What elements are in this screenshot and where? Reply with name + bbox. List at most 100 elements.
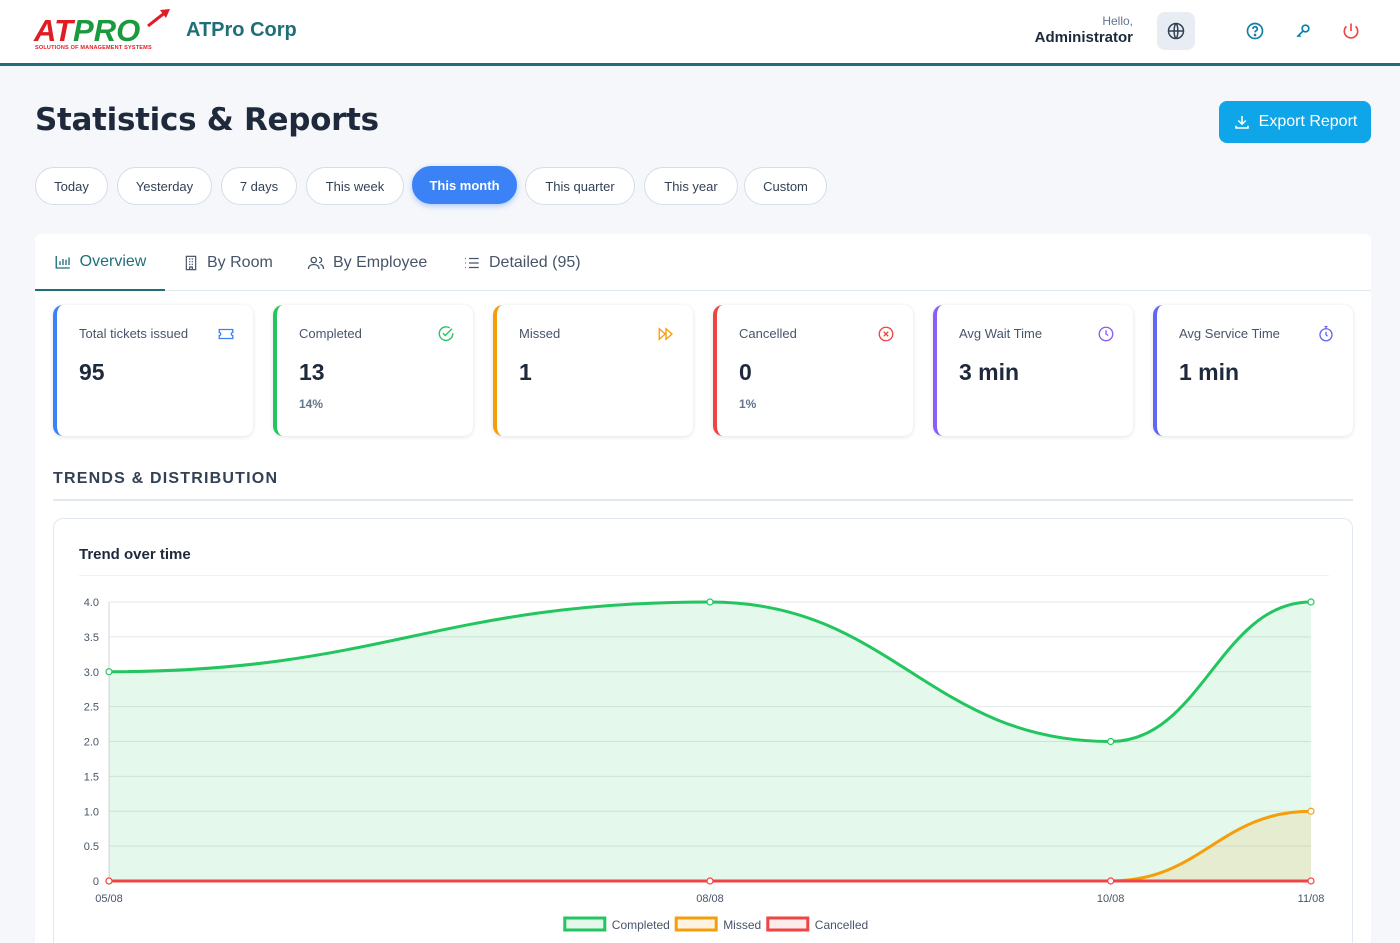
globe-icon (1167, 22, 1185, 40)
range-yesterday[interactable]: Yesterday (117, 167, 212, 205)
stopwatch-icon (1319, 325, 1333, 342)
power-icon (1343, 23, 1359, 39)
tab-by-room[interactable]: By Room (183, 234, 273, 291)
page-title: Statistics & Reports (35, 102, 379, 138)
stat-percent: 1% (739, 397, 757, 411)
key-icon (1296, 24, 1310, 38)
y-tick-label: 4.0 (84, 597, 99, 609)
range-7-days[interactable]: 7 days (221, 167, 297, 205)
building-icon (185, 255, 197, 270)
logo-arrow-icon (147, 9, 170, 28)
chart-title: Trend over time (79, 546, 191, 563)
stat-label: Cancelled (739, 326, 797, 341)
clock-icon (1098, 326, 1114, 342)
data-point-cancelled (1107, 877, 1115, 885)
stat-label: Total tickets issued (79, 326, 189, 341)
report-tabs: Overview By Room By Employee Detailed (9… (35, 234, 1371, 291)
legend-swatch-missed (674, 916, 718, 932)
data-point-completed (1107, 737, 1115, 746)
help-icon (1246, 22, 1264, 40)
users-icon (307, 256, 325, 269)
y-tick-label: 3.0 (84, 667, 99, 679)
list-icon (465, 257, 479, 268)
series-line-completed (108, 600, 1312, 744)
y-tick-label: 2.0 (84, 737, 99, 749)
tab-detailed[interactable]: Detailed (95) (463, 234, 581, 291)
check-circle-icon (438, 326, 454, 342)
y-tick-label: 2.5 (84, 702, 99, 714)
data-point-completed (1307, 598, 1315, 606)
legend-label-completed: Completed (612, 918, 670, 932)
x-circle-icon (878, 326, 894, 342)
range-today[interactable]: Today (35, 167, 108, 205)
stat-label: Completed (299, 326, 362, 341)
y-tick-label: 1.0 (84, 806, 99, 818)
tab-by-employee-label: By Employee (333, 253, 428, 271)
y-tick-label: 1.5 (84, 771, 99, 783)
data-point-cancelled (1307, 877, 1315, 885)
chart-title-divider (79, 575, 1329, 576)
x-tick-label: 05/08 (95, 893, 123, 905)
greeting: Hello, (1102, 14, 1133, 28)
stat-card-avg-wait: Avg Wait Time 3 min (933, 305, 1133, 436)
tab-overview[interactable]: Overview (35, 234, 165, 291)
data-point-cancelled (105, 877, 113, 885)
data-point-missed (1307, 807, 1315, 815)
section-heading: TRENDS & DISTRIBUTION (53, 470, 279, 487)
export-report-label: Export Report (1258, 113, 1358, 130)
stat-label: Avg Wait Time (959, 326, 1043, 341)
y-tick-label: 3.5 (84, 632, 99, 644)
stat-card-missed: Missed 1 (493, 305, 693, 436)
range-this-week[interactable]: This week (306, 167, 404, 205)
language-button[interactable] (1157, 12, 1195, 50)
data-point-completed (706, 598, 714, 606)
y-tick-label: 0.5 (84, 841, 99, 853)
stat-card-total: Total tickets issued 95 (53, 305, 253, 436)
stat-value: 3 min (959, 359, 1020, 385)
fast-forward-icon (658, 327, 674, 341)
tab-by-employee[interactable]: By Employee (307, 234, 427, 291)
legend-label-missed: Missed (723, 918, 761, 932)
company-name: ATPro Corp (186, 19, 297, 41)
ticket-icon (218, 328, 234, 340)
stat-label: Avg Service Time (1179, 326, 1280, 341)
export-report-button[interactable]: Export Report (1219, 101, 1371, 143)
stat-label: Missed (519, 326, 561, 341)
stat-card-avg-service: Avg Service Time 1 min (1153, 305, 1353, 436)
x-tick-label: 10/08 (1097, 893, 1125, 905)
logo-wordmark: ATPRO (34, 13, 141, 48)
y-tick-label: 0 (93, 876, 99, 888)
tab-by-room-label: By Room (207, 253, 273, 271)
range-this-quarter[interactable]: This quarter (525, 167, 635, 205)
report-panel: Overview By Room By Employee Detailed (9… (35, 234, 1371, 943)
legend-swatch-cancelled (766, 916, 810, 932)
tab-overview-label: Overview (79, 252, 147, 270)
help-button[interactable] (1245, 21, 1265, 41)
series-area-completed (109, 602, 1311, 881)
stat-value: 1 min (1179, 359, 1240, 385)
stat-card-cancelled: Cancelled 0 1% (713, 305, 913, 436)
top-bar: ATPRO SOLUTIONS OF MANAGEMENT SYSTEMS AT… (0, 0, 1400, 66)
change-password-button[interactable] (1293, 21, 1313, 41)
atpro-logo[interactable]: ATPRO SOLUTIONS OF MANAGEMENT SYSTEMS (34, 9, 174, 56)
stat-card-completed: Completed 13 14% (273, 305, 473, 436)
stat-value: 0 (739, 359, 752, 385)
range-this-month[interactable]: This month (412, 166, 517, 204)
stat-percent: 14% (299, 397, 324, 411)
legend-label-cancelled: Cancelled (815, 918, 868, 932)
x-tick-label: 11/08 (1298, 893, 1325, 905)
data-point-cancelled (706, 877, 714, 885)
range-custom[interactable]: Custom (744, 167, 827, 205)
user-name[interactable]: Administrator (1034, 29, 1133, 46)
range-this-year[interactable]: This year (644, 167, 738, 205)
logout-button[interactable] (1341, 21, 1361, 41)
trend-chart[interactable]: 0 0.5 1.0 1.5 2.0 2.5 3.0 3.5 4.0 05/08 08/08 10/08… (54, 519, 1354, 943)
stat-value: 13 (299, 359, 325, 385)
trend-chart-card: Trend over time 0 0.5 1.0 1.5 2.0 2.5 3.0 3.5 4.… (53, 518, 1353, 943)
tab-detailed-label: Detailed (95) (489, 253, 581, 271)
section-divider (53, 499, 1353, 501)
legend-swatch-completed (563, 916, 607, 932)
stat-value: 1 (519, 359, 532, 385)
download-icon (1234, 116, 1249, 129)
logo-tagline: SOLUTIONS OF MANAGEMENT SYSTEMS (35, 45, 152, 51)
